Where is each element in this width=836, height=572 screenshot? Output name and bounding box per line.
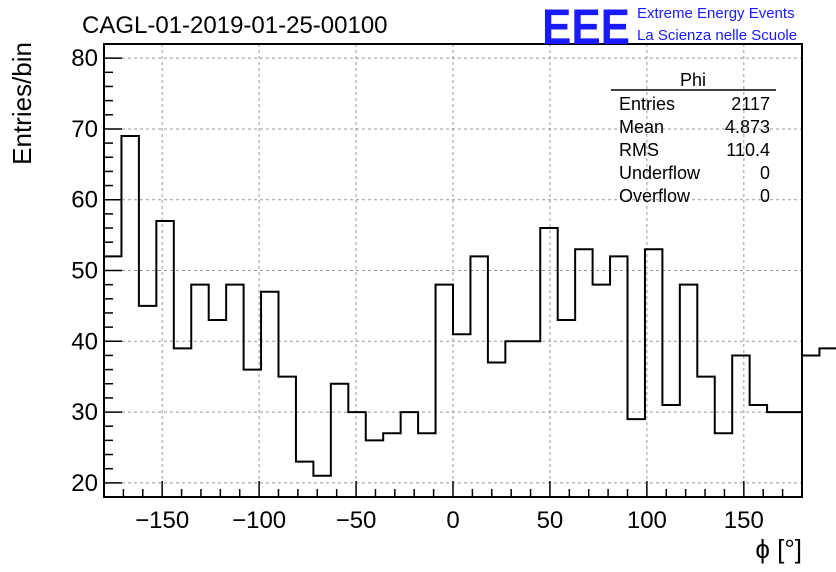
- x-tick-label: 150: [724, 507, 764, 534]
- stats-label: Mean: [619, 117, 664, 137]
- y-tick-label: 30: [71, 399, 98, 426]
- x-tick-label: 50: [537, 507, 564, 534]
- grid-lines: [104, 44, 802, 497]
- y-tick-label: 20: [71, 470, 98, 497]
- project-name-line2: La Scienza nelle Scuole: [637, 27, 797, 44]
- stats-title: Phi: [680, 70, 706, 90]
- run-title: CAGL-01-2019-01-25-00100: [82, 12, 388, 39]
- x-tick-label: −100: [232, 507, 286, 534]
- stats-value: 0: [760, 163, 770, 183]
- x-axis-label: ϕ [°]: [755, 534, 802, 564]
- x-tick-label: 0: [446, 507, 459, 534]
- y-tick-label: 70: [71, 116, 98, 143]
- x-tick-labels: −150 −100 −50 0 50 100 150: [135, 507, 764, 534]
- eee-logo: EEE Extreme Energy Events La Scienza nel…: [542, 0, 797, 55]
- stats-label: Overflow: [619, 186, 691, 206]
- stats-rows: Entries 2117 Mean 4.873 RMS 110.4 Underflow 0 Ov…: [619, 94, 770, 206]
- stats-value: 0: [760, 186, 770, 206]
- stats-value: 2117: [731, 94, 770, 114]
- stats-box: Phi Entries 2117 Mean 4.873 RMS 110.4 Underflo…: [611, 70, 776, 206]
- y-tick-label: 50: [71, 258, 98, 285]
- histogram-outline: [104, 135, 836, 477]
- logo-text: EEE: [542, 0, 630, 55]
- stats-value: 110.4: [726, 140, 770, 160]
- stats-label: Entries: [619, 94, 675, 114]
- x-tick-label: 100: [627, 507, 667, 534]
- y-axis-label: Entries/bin: [7, 42, 37, 165]
- stats-value: 4.873: [725, 117, 770, 137]
- y-tick-label: 60: [71, 187, 98, 214]
- x-tick-label: −50: [336, 507, 377, 534]
- axis-ticks: [103, 43, 803, 497]
- stats-label: Underflow: [619, 163, 701, 183]
- y-tick-label: 40: [71, 328, 98, 355]
- y-tick-label: 80: [71, 45, 98, 72]
- x-tick-label: −150: [135, 507, 189, 534]
- stats-label: RMS: [619, 140, 659, 160]
- y-tick-labels: 20 30 40 50 60 70 80: [71, 45, 98, 497]
- project-name-line1: Extreme Energy Events: [637, 5, 795, 22]
